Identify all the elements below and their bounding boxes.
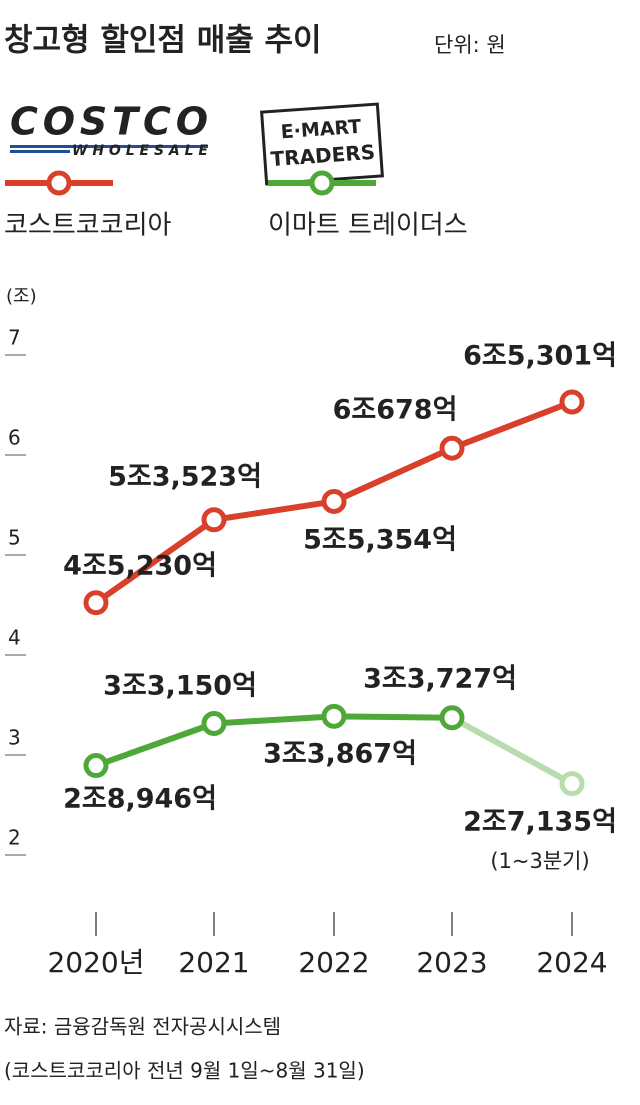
logo-text: COSTCO [10,100,208,144]
source: 자료: 금융감독원 전자공시시스템 [4,1015,281,1039]
x-tick-label: 2024 [536,946,607,979]
logo-subtext: WHOLESALE [72,143,208,159]
legend-marker [46,170,72,196]
point [559,389,585,415]
point [321,703,347,729]
point [439,435,465,461]
logo-bar [10,150,70,153]
y-tick-label: 7 [8,326,21,350]
legend-marker [309,170,335,196]
chart-title: 창고형 할인점 매출 추이 [4,23,322,59]
value-label: 3조3,150억 [103,671,257,702]
x-tick-label: 2021 [178,946,249,979]
x-tick-label: 2023 [416,946,487,979]
point [439,705,465,731]
series-line-partial [450,715,574,787]
value-label: 4조5,230억 [63,551,217,582]
value-label: 5조3,523억 [108,462,262,493]
legend-label: 코스트코코리아 [4,211,172,241]
y-tick-label: 2 [8,826,21,850]
value-label: 2조7,135억 [463,807,617,838]
unit-label: 단위: 원 [434,33,506,57]
x-tick-label: 2020년 [47,946,144,979]
value-label: 3조3,867억 [263,739,417,770]
point [559,771,585,797]
note: (코스트코코리아 전년 9월 1일~8월 31일) [4,1059,365,1083]
value-label: 6조678억 [333,395,458,426]
y-tick-label: 6 [8,426,21,450]
value-label: 6조5,301억 [463,341,617,372]
value-label: 5조5,354억 [303,525,457,556]
point [83,590,109,616]
point [321,488,347,514]
y-axis-label: (조) [6,286,37,307]
point [201,711,227,736]
logo-bar [10,145,208,148]
point [83,753,109,779]
x-tick-label: 2022 [298,946,369,979]
value-label: 2조8,946억 [63,784,217,815]
series-line [94,713,453,769]
y-tick-label: 5 [8,526,21,550]
y-tick-label: 3 [8,726,21,750]
point [201,507,227,533]
y-tick-label: 4 [8,626,21,650]
value-label: 3조3,727억 [363,664,517,695]
partial-note: (1~3분기) [490,849,589,873]
legend-label: 이마트 트레이더스 [268,211,468,241]
